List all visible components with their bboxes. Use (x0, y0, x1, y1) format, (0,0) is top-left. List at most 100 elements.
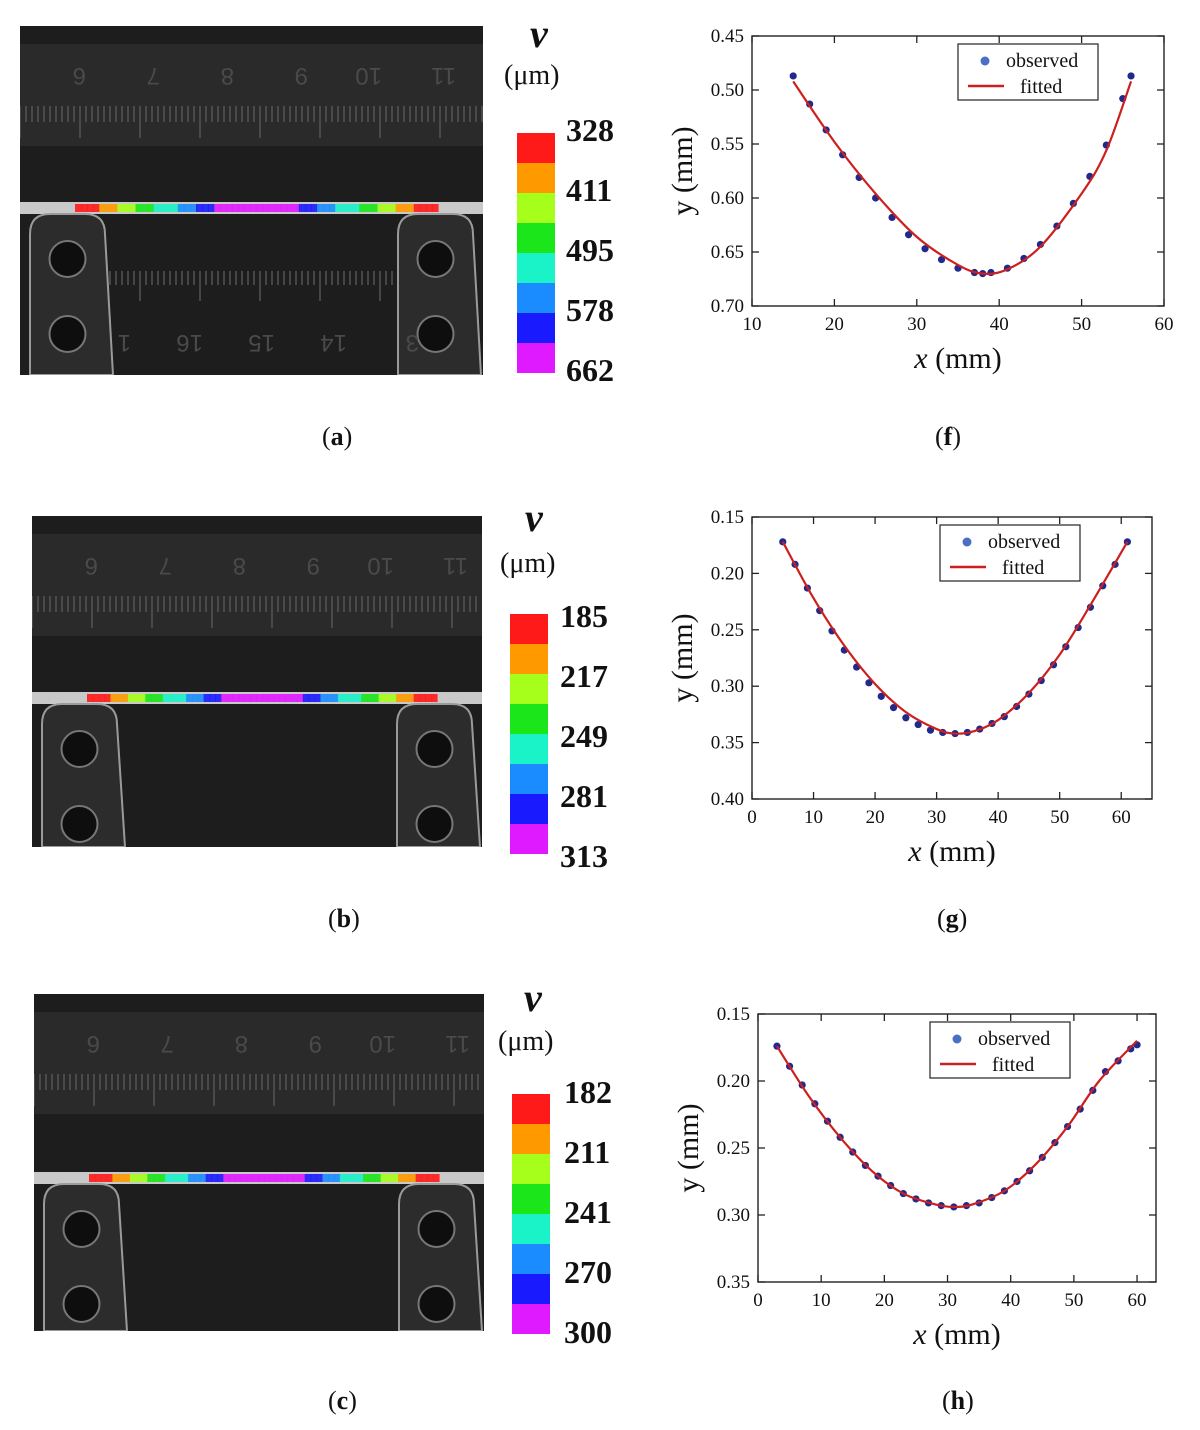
beam-color-segment (314, 694, 321, 702)
beam-color-segment (275, 1174, 283, 1182)
beam-color-segment (174, 694, 181, 702)
beam-color-segment (205, 1174, 213, 1182)
beam-color-segment (341, 204, 348, 212)
beam-color-segment (246, 1174, 253, 1182)
beam-color-segment (180, 694, 187, 702)
beam-color-segment (347, 204, 354, 212)
beam-color-segment (415, 1174, 423, 1182)
beam-color-segment (267, 694, 275, 702)
x-tick-label: 20 (825, 314, 844, 335)
beam-color-segment (425, 204, 433, 212)
colorbar-segment (517, 283, 555, 313)
colorbar-tick-label: 662 (566, 352, 614, 388)
legend-box (939, 524, 1081, 582)
beam-color-segment (165, 204, 173, 212)
y-tick-label: 0.65 (711, 242, 744, 263)
x-axis-variable: x (912, 1318, 927, 1351)
beam-color-segment (357, 1174, 364, 1182)
beam-color-segment (419, 204, 427, 212)
colorbar-tick-label: 241 (564, 1194, 612, 1230)
colorbar-segment (512, 1094, 550, 1124)
x-axis-variable: x (907, 835, 922, 868)
beam-color-segment (159, 1174, 166, 1182)
beam-color-segment (93, 204, 100, 212)
specimen-photo: 6 7 8 9 10 11 (34, 994, 484, 1331)
legend-box (929, 1021, 1071, 1079)
beam-color-segment (209, 694, 216, 702)
colorbar-segment (512, 1304, 550, 1334)
beam-color-segment (383, 204, 391, 212)
beam-color-segment (153, 1174, 160, 1182)
beam-color-segment (390, 694, 397, 702)
beam-color-segment (147, 1174, 154, 1182)
beam-color-segment (304, 1174, 312, 1182)
beam-color-segment (226, 204, 233, 212)
ruler-number: 7 (159, 552, 172, 579)
x-axis-variable: x (913, 342, 928, 375)
beam-color-segment (413, 694, 421, 702)
beam-color-segment (322, 1174, 329, 1182)
colorbar (512, 1094, 550, 1334)
beam-color-segment (302, 694, 310, 702)
beam-color-segment (110, 694, 117, 702)
beam-color-segment (285, 694, 292, 702)
beam-color-segment (427, 1174, 434, 1182)
colorbar-segment (517, 223, 555, 253)
beam-color-segment (279, 694, 286, 702)
beam-color-segment (304, 204, 312, 212)
colorbar-tick-label: 217 (560, 658, 608, 694)
beam-color-segment (355, 694, 362, 702)
beam-color-segment (337, 694, 345, 702)
colorbar-tick-label: 281 (560, 778, 608, 814)
colorbar-unit: (μm) (504, 60, 560, 91)
ruler (32, 534, 482, 636)
beam-color-segment (365, 204, 373, 212)
ruler-number: 11 (443, 552, 468, 579)
beam-color-segment (317, 204, 324, 212)
ruler-number: 7 (161, 1030, 174, 1057)
beam-color-segment (100, 1174, 108, 1182)
beam-color-segment (380, 1174, 388, 1182)
photo-graphic: 6 7 8 9 10 11 (32, 516, 482, 847)
beam-color-segment (217, 1174, 224, 1182)
observed-point (789, 72, 797, 80)
beam-color-segment (264, 1174, 271, 1182)
panel-caption: (f) (935, 422, 962, 451)
beam-color-segment (421, 1174, 428, 1182)
legend-box (957, 43, 1099, 101)
y-tick-label: 0.20 (717, 1071, 750, 1092)
beam-color-segment (386, 1174, 393, 1182)
beam-color-segment (157, 694, 164, 702)
ruler-number: 8 (235, 1030, 248, 1057)
beam-color-segment (229, 1174, 236, 1182)
colorbar-segment (510, 614, 548, 644)
clamp (398, 1183, 484, 1331)
beam-color-segment (369, 1174, 376, 1182)
beam-color-segment (129, 204, 137, 212)
y-tick-label: 0.15 (711, 507, 744, 528)
colorbar-segment (510, 644, 548, 674)
beam-color-segment (372, 694, 380, 702)
beam-color-segment (106, 1174, 113, 1182)
beam-color-segment (104, 694, 111, 702)
ruler-number: 7 (147, 62, 160, 89)
legend: observed fitted (929, 1021, 1071, 1079)
x-tick-label: 20 (875, 1290, 894, 1311)
beam-color-segment (105, 204, 112, 212)
ruler-number: 8 (233, 552, 246, 579)
ruler-number: 11 (445, 1030, 470, 1057)
y-tick-label: 0.15 (717, 1004, 750, 1025)
beam-color-segment (269, 1174, 277, 1182)
beam-color-segment (345, 1174, 353, 1182)
legend-observed-marker (952, 1034, 962, 1044)
x-tick-label: 20 (866, 807, 885, 828)
chart-g: 0 10 20 30 40 50 60 0.15 0.20 0.25 0.30 0.35 0.40 x (… (666, 505, 1190, 885)
x-tick-label: 30 (938, 1290, 957, 1311)
beam-color-segment (398, 1174, 405, 1182)
clamp (29, 213, 115, 375)
ruler-number: 9 (307, 552, 320, 579)
ruler-number: 8 (221, 62, 234, 89)
beam-color-segment (214, 204, 221, 212)
beam-color-segment (252, 1174, 259, 1182)
x-axis-unit: (mm) (928, 342, 1002, 375)
